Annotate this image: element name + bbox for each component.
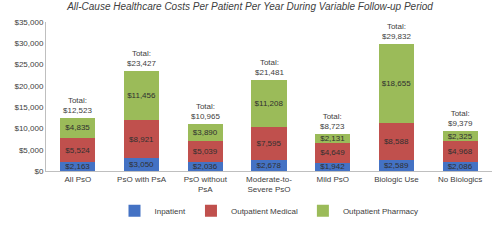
svg-text:Mild PsO: Mild PsO [316, 175, 348, 184]
svg-text:$15,000: $15,000 [14, 103, 43, 112]
svg-text:$25,000: $25,000 [14, 60, 43, 69]
svg-text:$2,086: $2,086 [448, 162, 473, 171]
svg-text:$4,968: $4,968 [448, 147, 473, 156]
svg-text:$2,325: $2,325 [448, 132, 473, 141]
svg-text:Total:$29,832: Total:$29,832 [382, 22, 411, 41]
svg-text:Outpatient Pharmacy: Outpatient Pharmacy [343, 207, 418, 216]
svg-text:$2,163: $2,163 [65, 162, 90, 171]
svg-text:Total:$12,523: Total:$12,523 [63, 96, 92, 115]
svg-text:Moderate-to-Severe PsO: Moderate-to-Severe PsO [246, 175, 292, 194]
svg-text:Outpatient Medical: Outpatient Medical [231, 207, 298, 216]
svg-text:$7,595: $7,595 [256, 139, 281, 148]
svg-text:$4,649: $4,649 [320, 148, 345, 157]
svg-text:$18,655: $18,655 [382, 79, 411, 88]
svg-text:$2,036: $2,036 [193, 162, 218, 171]
svg-text:$11,456: $11,456 [127, 91, 156, 100]
svg-text:$35,000: $35,000 [14, 18, 43, 27]
svg-text:$4,835: $4,835 [65, 123, 90, 132]
svg-text:Inpatient: Inpatient [155, 207, 186, 216]
svg-text:All-Cause Healthcare Costs Per: All-Cause Healthcare Costs Per Patient P… [66, 1, 433, 12]
svg-text:$8,588: $8,588 [384, 137, 409, 146]
svg-text:$5,000: $5,000 [19, 146, 44, 155]
svg-text:$2,589: $2,589 [384, 161, 409, 170]
svg-text:PsO withoutPsA: PsO withoutPsA [184, 175, 228, 194]
svg-text:$0: $0 [34, 167, 43, 176]
svg-text:All PsO: All PsO [65, 175, 92, 184]
svg-text:No Biologics: No Biologics [438, 175, 482, 184]
svg-text:Total:$21,481: Total:$21,481 [255, 58, 284, 77]
svg-text:$2,131: $2,131 [320, 134, 345, 143]
svg-text:$5,039: $5,039 [193, 147, 218, 156]
svg-text:$1,942: $1,942 [320, 162, 345, 171]
svg-text:Biologic Use: Biologic Use [374, 175, 419, 184]
svg-text:PsO with PsA: PsO with PsA [117, 175, 167, 184]
svg-text:$8,921: $8,921 [129, 135, 154, 144]
svg-text:$3,890: $3,890 [193, 128, 218, 137]
svg-text:$11,208: $11,208 [255, 99, 284, 108]
svg-text:$20,000: $20,000 [14, 82, 43, 91]
svg-text:Total:$8,723: Total:$8,723 [320, 112, 345, 131]
svg-text:$10,000: $10,000 [14, 124, 43, 133]
svg-text:Total:$23,427: Total:$23,427 [127, 49, 156, 68]
svg-text:Total:$10,965: Total:$10,965 [191, 102, 220, 121]
svg-text:Total:$9,379: Total:$9,379 [448, 109, 473, 128]
svg-text:$2,678: $2,678 [256, 161, 281, 170]
svg-text:$5,524: $5,524 [65, 146, 90, 155]
svg-text:$30,000: $30,000 [14, 39, 43, 48]
svg-text:$3,050: $3,050 [129, 160, 154, 169]
